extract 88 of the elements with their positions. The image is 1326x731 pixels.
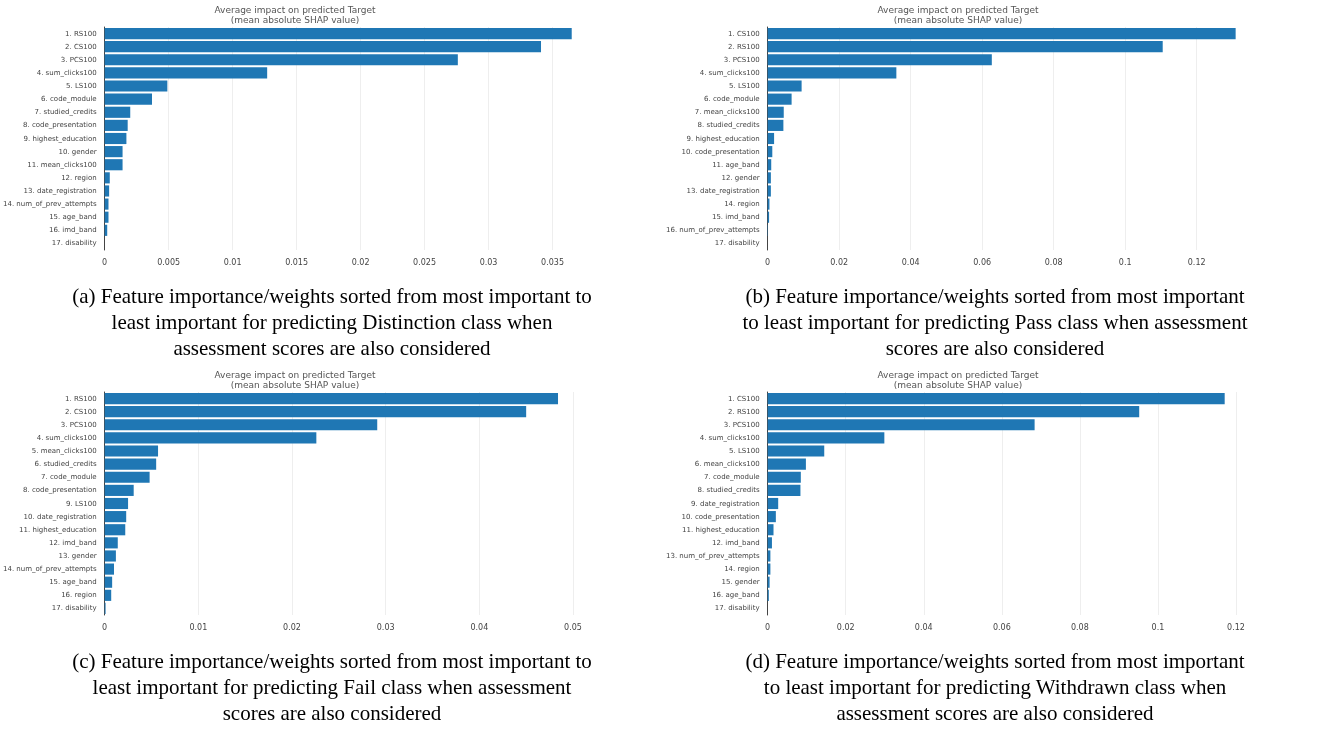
chart-title: Average impact on predicted Target (mean absolute SHAP value) [877, 370, 1040, 390]
x-tick-label: 0.02 [351, 257, 370, 267]
x-tick-label: 0.1 [1151, 622, 1165, 632]
bar [767, 54, 992, 66]
bar [104, 563, 115, 575]
x-tick-label: 0.05 [564, 622, 582, 632]
bar [104, 392, 559, 405]
bar [104, 27, 572, 40]
bar [104, 550, 116, 562]
x-tick-label: 0.035 [541, 257, 564, 267]
bar [767, 537, 772, 549]
bar [104, 419, 378, 431]
x-tick-label: 0 [765, 257, 771, 267]
bar [767, 185, 771, 197]
x-tick-label: 0.04 [914, 622, 933, 632]
chart-title: Average impact on predicted Target (mean absolute SHAP value) [214, 5, 377, 25]
text: (c) Feature importance/weights sorted from most important to least important for predicting Fail class when assessment scores are also considered [72, 648, 592, 726]
x-tick-label: 0.015 [285, 257, 309, 267]
bar [767, 392, 1225, 405]
bar [104, 185, 110, 197]
bar [767, 67, 897, 79]
bar [104, 497, 129, 510]
bar [767, 445, 825, 457]
bar [104, 524, 126, 536]
bar [104, 132, 127, 145]
x-tick-label: 0.1 [1118, 257, 1132, 267]
x-tick-label: 0.01 [223, 257, 242, 267]
bar [104, 93, 152, 105]
x-tick-label: 0 [102, 257, 108, 267]
bar [104, 445, 159, 457]
bar [767, 27, 1236, 40]
bar [104, 106, 131, 118]
bar [104, 432, 317, 444]
bar [104, 172, 110, 184]
bar [104, 511, 127, 523]
bar [767, 419, 1035, 431]
bar [104, 406, 527, 418]
x-tick-label: 0.02 [830, 257, 849, 267]
bar [104, 119, 128, 131]
bar [767, 524, 774, 536]
x-tick-label: 0.005 [157, 257, 181, 267]
x-tick-label: 0.04 [470, 622, 489, 632]
bar [104, 67, 268, 79]
bar [767, 132, 775, 145]
x-tick-label: 0.06 [973, 257, 992, 267]
bar [104, 484, 134, 496]
bar [767, 172, 771, 184]
x-tick-label: 0.06 [992, 622, 1011, 632]
bar [767, 458, 806, 470]
bar [767, 497, 779, 510]
bar [104, 458, 157, 470]
x-tick-label: 0 [102, 622, 108, 632]
x-tick-label: 0 [765, 622, 771, 632]
bar [104, 159, 123, 171]
bar [104, 80, 168, 92]
x-tick-label: 0.03 [479, 257, 498, 267]
x-tick-label: 0.12 [1227, 622, 1245, 632]
bar [767, 106, 784, 118]
bar [767, 511, 776, 523]
x-tick-label: 0.025 [413, 257, 437, 267]
bar [104, 41, 542, 53]
bar [104, 589, 112, 601]
bar [767, 93, 792, 105]
x-tick-label: 0.02 [836, 622, 855, 632]
bar [767, 432, 885, 444]
x-tick-label: 0.01 [189, 622, 208, 632]
x-tick-label: 0.03 [376, 622, 395, 632]
bar [767, 119, 784, 131]
bar [104, 471, 150, 483]
x-tick-label: 0.04 [901, 257, 920, 267]
text: (b) Feature importance/weights sorted from most important to least important for predicting Pass class when assessment scores are also considered [741, 283, 1249, 361]
text: (d) Feature importance/weights sorted from most important to least important for predicting Withdrawn class when assessment scores are also considered [744, 648, 1246, 726]
text: (a) Feature importance/weights sorted from most important to least important for predicting Distinction class when assessment scores are also considered [72, 283, 592, 361]
bar [104, 576, 113, 588]
x-tick-label: 0.08 [1044, 257, 1063, 267]
chart-title: Average impact on predicted Target (mean absolute SHAP value) [877, 5, 1040, 25]
bar [104, 146, 123, 158]
bar [767, 80, 802, 92]
x-tick-label: 0.12 [1187, 257, 1206, 267]
x-tick-label: 0.02 [283, 622, 301, 632]
x-tick-label: 0.08 [1070, 622, 1089, 632]
bar [767, 471, 801, 483]
bar [767, 41, 1163, 53]
bar [104, 537, 118, 549]
bar [104, 54, 458, 66]
chart-title: Average impact on predicted Target (mean absolute SHAP value) [214, 370, 377, 390]
bar [767, 484, 801, 496]
bar [767, 406, 1140, 418]
